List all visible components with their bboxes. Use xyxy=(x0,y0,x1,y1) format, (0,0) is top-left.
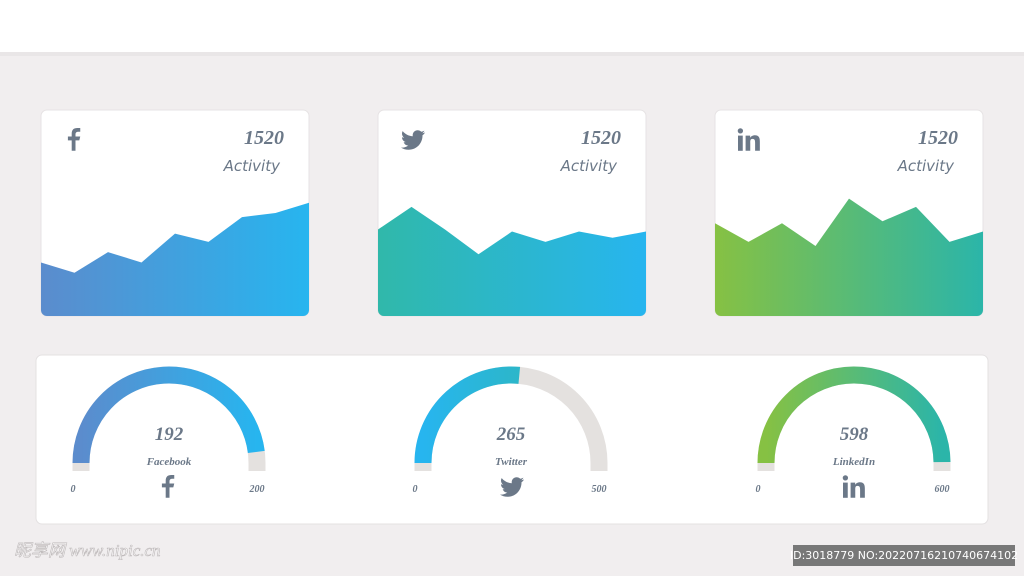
tick-label: 0 xyxy=(413,484,418,495)
watermark-box xyxy=(793,545,1015,566)
area xyxy=(715,198,983,316)
header-bar xyxy=(0,0,1024,52)
icon xyxy=(842,475,865,498)
card-value: 1520 xyxy=(581,127,621,149)
tick-label: 600 xyxy=(935,484,950,495)
gauge-label: Facebook xyxy=(146,456,192,468)
gauge-value xyxy=(757,366,951,464)
gauge-value-label: 265 xyxy=(496,424,526,445)
icon xyxy=(737,128,760,151)
gauge-value xyxy=(414,366,521,464)
icon xyxy=(67,128,81,151)
gauge-value xyxy=(72,366,265,464)
gauge-panel xyxy=(35,354,989,525)
card-value: 1520 xyxy=(918,127,958,149)
tick-label: 500 xyxy=(592,484,607,495)
gauge-label: Twitter xyxy=(495,456,528,468)
gauge-label: LinkedIn xyxy=(832,456,875,468)
area xyxy=(41,202,309,316)
tick-label: 0 xyxy=(71,484,76,495)
header-shadow xyxy=(0,52,1024,56)
watermark-site: 昵享网 www.nipic.cn xyxy=(14,541,161,560)
gauge-value-label: 598 xyxy=(840,424,869,445)
tick-label: 200 xyxy=(249,484,265,495)
card-subtitle: Activity xyxy=(223,157,281,175)
tick-label: 0 xyxy=(756,484,761,495)
card-subtitle: Activity xyxy=(560,157,618,175)
area xyxy=(378,206,646,316)
watermark-id: ID:3018779 NO:20220716210740674102 xyxy=(790,549,1018,562)
icon xyxy=(161,475,175,498)
card-value: 1520 xyxy=(244,127,284,149)
card-subtitle: Activity xyxy=(897,157,955,175)
icon xyxy=(401,130,425,150)
gauge-value-label: 192 xyxy=(155,424,184,445)
icon xyxy=(500,477,524,497)
